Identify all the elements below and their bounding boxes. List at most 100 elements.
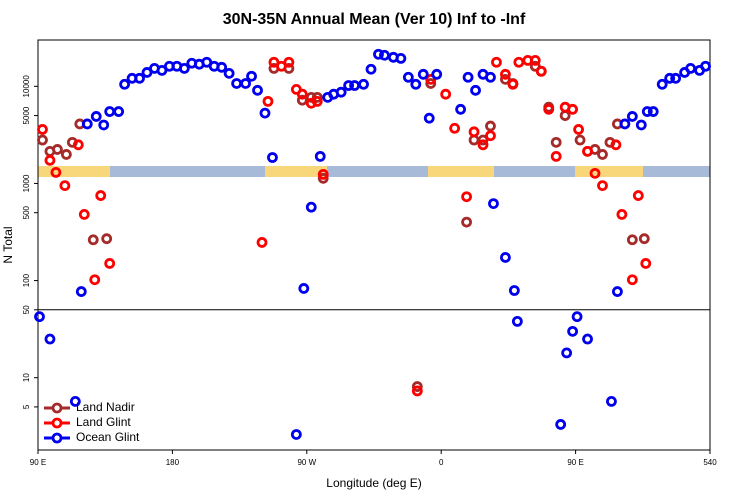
point [610, 139, 622, 151]
surface-strip [38, 166, 710, 177]
point [507, 78, 519, 90]
point [550, 150, 562, 162]
point [314, 150, 326, 162]
point [468, 126, 480, 138]
point [256, 237, 268, 248]
point [81, 118, 93, 130]
point [417, 68, 429, 80]
point [638, 233, 650, 245]
point [296, 94, 308, 106]
point [567, 103, 579, 115]
point [485, 130, 496, 142]
point [550, 136, 562, 148]
point [246, 70, 257, 82]
point [34, 311, 45, 323]
point [305, 201, 317, 213]
point [567, 325, 579, 337]
point [632, 190, 644, 201]
chart-title: 30N-35N Annual Mean (Ver 10) Inf to -Inf [223, 11, 526, 28]
point [597, 180, 608, 192]
point [50, 166, 62, 178]
point [685, 62, 696, 74]
point [477, 139, 489, 151]
point [573, 124, 584, 135]
x-axis-label: Longitude (deg E) [326, 476, 421, 490]
point [535, 65, 547, 77]
point [455, 103, 467, 115]
point [60, 149, 72, 160]
point [440, 88, 452, 100]
point [178, 62, 190, 74]
legend-label: Ocean Glint [76, 430, 140, 444]
point [90, 111, 102, 122]
legend-marker [51, 402, 63, 414]
point [335, 86, 347, 98]
point [571, 311, 583, 323]
point [500, 252, 511, 263]
point [37, 134, 48, 146]
point [119, 78, 131, 90]
y-tick-label: 500 [22, 205, 31, 219]
series [37, 60, 650, 392]
point [95, 190, 107, 201]
point [410, 78, 422, 90]
point [635, 119, 647, 131]
point [425, 78, 437, 89]
y-axis-label: N Total [1, 226, 15, 263]
y-tick-label: 100 [22, 273, 31, 287]
point [561, 347, 573, 359]
point [296, 88, 308, 100]
point [513, 56, 525, 68]
point [670, 72, 682, 84]
point [485, 120, 496, 132]
point [700, 60, 711, 72]
point [612, 286, 623, 297]
legend-label: Land Glint [76, 415, 131, 429]
point [559, 110, 571, 121]
point [656, 78, 668, 90]
point [411, 381, 423, 392]
point [425, 73, 437, 85]
point [647, 106, 659, 117]
point [462, 71, 474, 83]
point [461, 191, 472, 203]
point [606, 395, 617, 407]
x-tick-label: 0 [439, 458, 444, 467]
series [37, 54, 652, 397]
point [379, 49, 390, 61]
y-tick-label: 50 [22, 305, 31, 314]
point [44, 333, 56, 345]
point [365, 63, 377, 75]
point [411, 385, 423, 397]
point [317, 168, 329, 180]
point [259, 107, 271, 119]
point [589, 167, 601, 179]
point [52, 144, 63, 155]
point [597, 149, 608, 160]
point [491, 56, 502, 68]
point [311, 95, 323, 107]
x-tick-label: 540 [703, 458, 717, 467]
point [104, 106, 116, 117]
point [311, 91, 323, 103]
point [641, 106, 653, 117]
point [59, 180, 71, 192]
point [240, 78, 251, 89]
point [582, 333, 593, 345]
point [87, 234, 99, 246]
point [262, 95, 274, 107]
point [619, 118, 631, 130]
point [529, 54, 541, 66]
point [508, 285, 520, 296]
point [555, 419, 567, 430]
point [431, 68, 443, 80]
point [461, 216, 472, 228]
point [640, 258, 652, 269]
point [298, 283, 310, 294]
legend-label: Land Nadir [76, 400, 135, 414]
point [98, 119, 110, 131]
point [69, 395, 81, 407]
x-tick-label: 180 [166, 458, 180, 467]
point [616, 209, 628, 220]
